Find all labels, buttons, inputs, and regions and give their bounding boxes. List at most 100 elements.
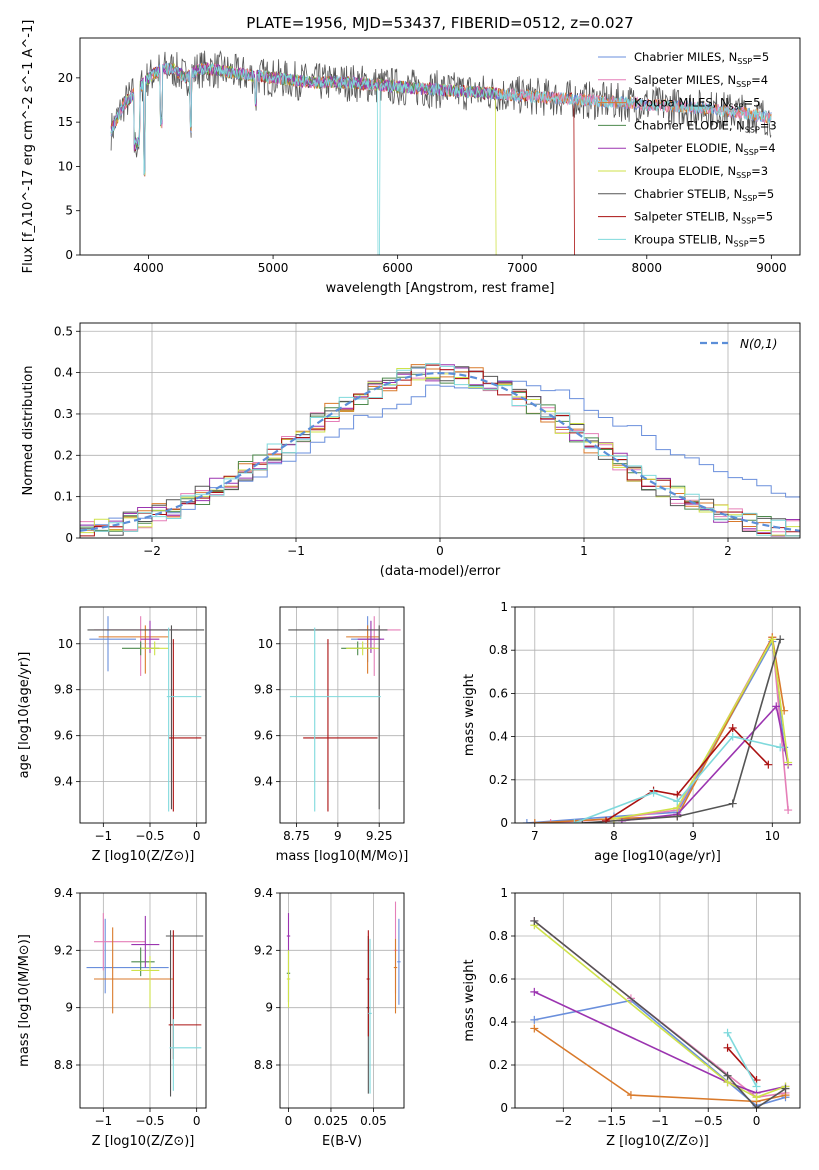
y-tick-label: 9.4 xyxy=(54,775,73,789)
weight-line xyxy=(534,999,786,1107)
y-tick-label: 9 xyxy=(65,1001,73,1015)
point-marker xyxy=(649,788,658,797)
x-tick-label: 7000 xyxy=(507,261,538,275)
x-axis-label: (data-model)/error xyxy=(380,564,501,579)
y-tick-label: 9.4 xyxy=(254,775,273,789)
y-tick-label: 9.2 xyxy=(254,943,273,957)
x-tick-label: 0 xyxy=(193,829,201,843)
panel-residuals: −2 −1 0 1 2 0 0.1 0.2 0.3 0.4 0.5 (data-model)/erro… xyxy=(21,322,801,579)
weight-line xyxy=(613,636,789,820)
x-tick-label: 8 xyxy=(610,829,618,843)
y-tick-label: 0.2 xyxy=(489,773,508,787)
y-tick-label: 0 xyxy=(500,816,508,830)
panels-group: 4000 5000 6000 7000 8000 900005101520waveleng… xyxy=(17,20,801,1149)
y-tick-label: 15 xyxy=(58,115,73,129)
point-marker xyxy=(723,1071,732,1080)
plot-area xyxy=(288,616,401,812)
x-axis-label: age [log10(age/yr)] xyxy=(594,849,721,864)
y-tick-label: 9.4 xyxy=(254,886,273,900)
legend-label: Salpeter STELIB, NSSP=5 xyxy=(634,210,773,226)
x-axis-label: E(B-V) xyxy=(322,1134,362,1149)
plot-area xyxy=(110,50,772,255)
panel-massweight-vs-age: 7 8 9 10 0 0.2 0.4 0.6 0.8 1 age [log10(age/yr)] ma… xyxy=(462,600,801,864)
point-marker xyxy=(728,732,737,741)
x-tick-label: 9000 xyxy=(756,261,787,275)
panel-mass-vs-Z: −1 −0.5 0 8.8 9 9.2 9.4 Z [log10(Z/Z⊙)] mass [lo… xyxy=(17,886,207,1149)
x-tick-label: 2 xyxy=(724,544,732,558)
point-marker xyxy=(530,819,539,823)
y-axis-label: age [log10(age/yr)] xyxy=(17,652,32,779)
point-marker xyxy=(772,702,781,711)
y-tick-label: 0.4 xyxy=(489,730,508,744)
y-axis-label: mass weight xyxy=(462,674,477,756)
point-marker xyxy=(728,723,737,732)
legend-label: N(0,1) xyxy=(740,337,777,351)
y-tick-label: 9.8 xyxy=(254,683,273,697)
weight-line xyxy=(726,1032,758,1087)
y-tick-label: 0 xyxy=(65,531,73,545)
weight-line xyxy=(526,639,785,823)
point-marker xyxy=(781,1084,790,1093)
y-tick-label: 0.2 xyxy=(54,448,73,462)
x-axis-label: Z [log10(Z/Z⊙)] xyxy=(92,1134,195,1149)
legend-label: Chabrier ELODIE, NSSP=3 xyxy=(634,118,777,134)
weight-line xyxy=(533,991,786,1094)
panel-mass-vs-ebv: 0 0.025 0.05 8.8 9 9.2 9.4 E(B-V) xyxy=(254,886,405,1149)
legend: Chabrier MILES, NSSP=5 Salpeter MILES, NS… xyxy=(598,50,777,248)
panel-spectrum: 4000 5000 6000 7000 8000 9000 0 5 10 15 20 waveleng… xyxy=(21,20,801,296)
axes-frame xyxy=(79,37,801,256)
point-marker xyxy=(764,760,773,769)
point-marker xyxy=(752,1093,761,1102)
weight-line xyxy=(533,924,786,1099)
legend-label: Salpeter ELODIE, NSSP=4 xyxy=(634,141,776,157)
y-axis-label: Flux [f_λ10^-17 erg cm^-2 s^-1 A^-1] xyxy=(21,20,36,274)
x-tick-label: 0.05 xyxy=(360,1114,387,1128)
point-marker xyxy=(723,1043,732,1052)
axes-frame xyxy=(514,892,801,1109)
y-tick-label: 0.8 xyxy=(489,643,508,657)
x-tick-label: −1 xyxy=(94,1114,112,1128)
point-marker xyxy=(784,758,793,767)
point-marker xyxy=(752,1082,761,1091)
x-tick-label: 5000 xyxy=(258,261,289,275)
point-marker xyxy=(530,1024,539,1033)
x-tick-label: −0.5 xyxy=(135,1114,164,1128)
y-tick-label: 0 xyxy=(65,248,73,262)
panel-age-vs-mass: 8.75 9 9.25 9.4 9.6 9.8 10 mass [log10(M/M⊙)] xyxy=(254,606,408,864)
y-tick-label: 20 xyxy=(58,71,73,85)
x-tick-label: −1.5 xyxy=(597,1114,626,1128)
point-marker xyxy=(776,743,785,752)
spectrum-line xyxy=(110,62,772,255)
y-tick-label: 1 xyxy=(500,600,508,614)
x-tick-label: 0.025 xyxy=(314,1114,348,1128)
point-marker xyxy=(728,799,737,808)
axes-frame xyxy=(279,892,405,1109)
plot-area xyxy=(530,916,790,1108)
axes-frame xyxy=(79,892,207,1109)
y-axis-label: mass [log10(M/M⊙)] xyxy=(17,934,32,1067)
point-marker xyxy=(776,635,785,644)
x-axis-label: Z [log10(Z/Z⊙)] xyxy=(92,849,195,864)
point-marker xyxy=(768,635,777,644)
x-tick-label: 4000 xyxy=(133,261,164,275)
weight-line xyxy=(726,1047,758,1081)
legend-label: Chabrier MILES, NSSP=5 xyxy=(634,50,769,66)
point-marker xyxy=(602,816,611,823)
legend-label: Kroupa ELODIE, NSSP=3 xyxy=(634,164,768,180)
point-marker xyxy=(673,797,682,806)
normal-curve xyxy=(80,371,800,532)
y-tick-label: 0.6 xyxy=(489,972,508,986)
weight-line xyxy=(550,634,789,823)
point-marker xyxy=(723,1028,732,1037)
point-marker xyxy=(522,819,531,823)
legend-label: Kroupa STELIB, NSSP=5 xyxy=(634,232,765,248)
y-tick-label: 9.6 xyxy=(254,729,273,743)
point-marker xyxy=(546,819,555,823)
point-marker xyxy=(752,1104,761,1108)
x-tick-label: −2 xyxy=(554,1114,572,1128)
y-tick-label: 1 xyxy=(500,886,508,900)
legend-label: Salpeter MILES, NSSP=4 xyxy=(634,73,768,89)
y-tick-label: 0.2 xyxy=(489,1058,508,1072)
x-tick-label: −1 xyxy=(94,829,112,843)
